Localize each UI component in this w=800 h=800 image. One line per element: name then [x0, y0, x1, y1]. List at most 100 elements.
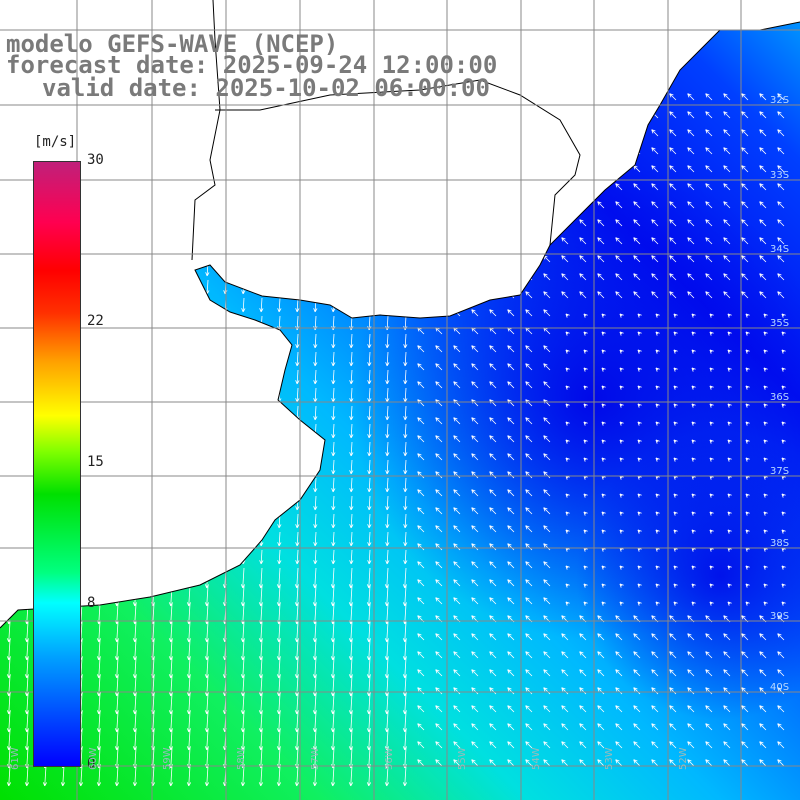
wind-arrow [417, 417, 425, 425]
wind-arrow [687, 273, 695, 281]
wind-arrow [597, 129, 605, 137]
wind-arrow [471, 597, 479, 605]
wind-arrow [709, 601, 714, 606]
wind-arrow [25, 369, 30, 385]
wind-arrow [759, 687, 767, 695]
colorbar-tick-label: 30 [87, 152, 104, 168]
wind-arrow [565, 349, 570, 354]
longitude-label: 61W [10, 747, 21, 770]
wind-arrow [133, 387, 138, 403]
longitude-label: 58W [236, 747, 247, 770]
wind-arrow [705, 255, 713, 263]
wind-arrow [781, 349, 786, 354]
wind-arrow [169, 297, 174, 313]
wind-arrow [687, 651, 695, 659]
wind-arrow [277, 369, 282, 385]
wind-arrow [133, 207, 138, 223]
wind-arrow [115, 171, 120, 187]
colorbar-tick-label: 15 [87, 454, 104, 470]
wind-arrow [745, 385, 750, 390]
wind-arrow [655, 457, 660, 462]
wind-arrow [619, 529, 624, 534]
wind-arrow [525, 345, 533, 353]
latitude-label: 34S [770, 244, 790, 255]
wind-arrow [453, 723, 461, 731]
wind-arrow [543, 237, 551, 245]
wind-arrow [579, 111, 587, 119]
wind-arrow [471, 363, 479, 371]
wind-arrow [349, 135, 354, 151]
wind-arrow [673, 439, 678, 444]
wind-arrow [507, 147, 515, 155]
wind-arrow [114, 765, 120, 787]
wind-arrow [417, 363, 425, 371]
wind-arrow [565, 439, 570, 444]
wind-arrow [43, 99, 48, 115]
wind-arrow [313, 225, 318, 241]
wind-arrow [241, 369, 246, 385]
wind-arrow [471, 561, 479, 569]
wind-arrow [525, 183, 533, 191]
wind-arrow [277, 99, 282, 115]
wind-arrow [597, 291, 605, 299]
wind-arrow [187, 459, 192, 475]
wind-arrow [597, 669, 605, 677]
wind-arrow [601, 403, 606, 408]
wind-arrow [615, 651, 623, 659]
wind-arrow [471, 741, 479, 749]
wind-arrow [727, 367, 732, 372]
wind-arrow [241, 171, 246, 187]
wind-arrow [687, 129, 695, 137]
wind-arrow [507, 309, 515, 317]
wind-arrow [471, 507, 479, 515]
wind-arrow [691, 493, 696, 498]
colorbar-tick-label: 22 [87, 313, 104, 330]
wind-arrow [417, 453, 425, 461]
wind-arrow [331, 297, 336, 313]
wind-arrow [205, 405, 210, 421]
wind-arrow [169, 261, 174, 277]
wind-arrow [133, 261, 138, 277]
wind-arrow [561, 111, 569, 119]
wind-arrow [385, 459, 390, 475]
wind-arrow [132, 567, 138, 589]
wind-arrow [453, 489, 461, 497]
wind-arrow [583, 367, 588, 372]
wind-arrow [507, 219, 515, 227]
wind-arrow [169, 459, 174, 475]
wind-arrow [601, 385, 606, 390]
wind-arrow [7, 189, 12, 205]
wind-arrow [385, 531, 390, 547]
wind-arrow [637, 331, 642, 336]
wind-arrow [525, 579, 533, 587]
wind-arrow [259, 261, 264, 277]
wind-arrow [727, 349, 732, 354]
wind-arrow [583, 331, 588, 336]
wind-arrow [579, 201, 587, 209]
wind-arrow [385, 261, 390, 277]
wind-arrow [367, 405, 372, 421]
wind-arrow [651, 669, 659, 677]
longitude-label: 53W [604, 747, 615, 770]
wind-arrow [727, 439, 732, 444]
wind-arrow [705, 651, 713, 659]
wind-arrow [723, 705, 731, 713]
wind-arrow [385, 153, 390, 169]
wind-arrow [435, 543, 443, 551]
wind-arrow [723, 291, 731, 299]
wind-arrow [7, 405, 12, 421]
wind-arrow [709, 313, 714, 318]
wind-arrow [615, 201, 623, 209]
wind-arrow [583, 313, 588, 318]
wind-arrow [601, 529, 606, 534]
wind-arrow [435, 183, 443, 191]
wind-arrow [489, 237, 497, 245]
wind-arrow [97, 99, 102, 115]
wind-arrow [133, 153, 138, 169]
wind-arrow [579, 165, 587, 173]
wind-arrow [543, 705, 551, 713]
border-line [191, 0, 581, 261]
wind-arrow [741, 147, 749, 155]
wind-arrow [759, 255, 767, 263]
wind-arrow [277, 333, 282, 349]
